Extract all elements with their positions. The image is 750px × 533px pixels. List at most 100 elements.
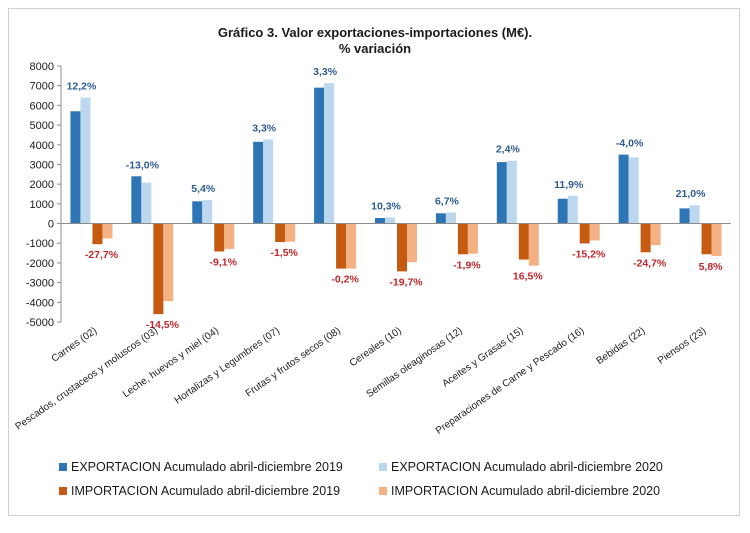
category-label: Bebidas (22) xyxy=(595,325,648,367)
export-variation-label: 3,3% xyxy=(252,122,277,134)
bar xyxy=(336,223,347,269)
export-variation-label: 2,4% xyxy=(496,144,521,156)
category-label: Leche, huevos y miel (04) xyxy=(121,325,221,400)
export-variation-label: 21,0% xyxy=(676,188,706,200)
bar xyxy=(701,223,712,255)
import-variation-label: -1,5% xyxy=(270,247,298,259)
bar xyxy=(397,223,407,272)
import-variation-label: -1,9% xyxy=(453,259,481,271)
bar xyxy=(324,83,335,224)
y-tick-label: 4000 xyxy=(30,140,54,152)
y-axis: 8000 7000 6000 5000 4000 3000 2000 1000 0 -1000 -2… xyxy=(26,61,62,329)
legend-swatch xyxy=(379,463,387,471)
bar xyxy=(711,223,722,257)
bar xyxy=(375,218,385,224)
bars xyxy=(70,83,722,315)
category-label: Hortalizas y Legumbres (07) xyxy=(173,325,282,406)
export-variation-label: 6,7% xyxy=(435,196,460,208)
bar xyxy=(153,223,164,315)
bar xyxy=(628,157,639,224)
bar xyxy=(618,154,629,224)
bar xyxy=(80,97,91,224)
bar xyxy=(314,87,325,224)
bar xyxy=(224,223,235,249)
legend-swatch xyxy=(379,487,387,495)
y-tick-label: 8000 xyxy=(30,61,54,73)
x-axis: Carnes (02)Pescados, crustaceos y molusc… xyxy=(14,223,731,437)
import-variation-label: -27,7% xyxy=(85,249,119,261)
legend-swatch xyxy=(59,487,67,495)
y-tick-label: -3000 xyxy=(26,278,54,290)
bar xyxy=(346,223,357,269)
y-tick-label: -1000 xyxy=(26,238,54,250)
bar xyxy=(192,201,203,224)
data-labels: 12,2% -27,7% -13,0% -14,5% 5,4% -9,1% 3,3% -1,5… xyxy=(67,66,724,331)
bar xyxy=(253,141,264,224)
export-variation-label: 10,3% xyxy=(371,200,401,212)
import-variation-label: -19,7% xyxy=(389,276,423,288)
legend-entry: EXPORTACION Acumulado abril-diciembre 20… xyxy=(71,460,343,474)
legend: EXPORTACION Acumulado abril-diciembre 20… xyxy=(59,460,663,498)
y-tick-label: 3000 xyxy=(30,159,54,171)
export-variation-label: 3,3% xyxy=(313,66,338,78)
legend-swatch xyxy=(59,463,67,471)
bar xyxy=(689,205,700,224)
import-variation-label: 16,5% xyxy=(513,271,543,283)
chart-frame: Gráfico 3. Valor exportaciones-importaci… xyxy=(8,8,740,516)
import-variation-label: -15,2% xyxy=(572,248,606,260)
y-tick-label: 7000 xyxy=(30,81,54,93)
bar xyxy=(163,223,174,302)
category-label: Semillas oleaginosas (12) xyxy=(365,325,465,400)
y-tick-label: 0 xyxy=(48,219,54,231)
export-variation-label: -13,0% xyxy=(126,159,160,171)
bar-chart: Gráfico 3. Valor exportaciones-importaci… xyxy=(14,25,731,498)
bar xyxy=(457,223,468,255)
bar xyxy=(202,200,213,224)
bar xyxy=(589,223,600,241)
bar xyxy=(445,212,456,224)
bar xyxy=(679,208,690,224)
bar xyxy=(557,198,568,224)
bar xyxy=(407,223,417,263)
import-variation-label: -9,1% xyxy=(210,257,238,269)
bar xyxy=(102,223,113,239)
y-tick-label: -5000 xyxy=(26,317,54,329)
export-variation-label: -4,0% xyxy=(616,138,644,150)
y-tick-label: -4000 xyxy=(26,297,54,309)
bar xyxy=(92,223,103,245)
y-tick-label: 5000 xyxy=(30,120,54,132)
import-variation-label: -0,2% xyxy=(331,274,359,286)
bar xyxy=(650,223,661,246)
bar xyxy=(506,160,517,224)
y-tick-label: 6000 xyxy=(30,100,54,112)
y-tick-label: -2000 xyxy=(26,258,54,270)
bar xyxy=(263,139,274,224)
bar xyxy=(435,213,446,224)
chart-title: Gráfico 3. Valor exportaciones-importaci… xyxy=(218,25,532,40)
bar xyxy=(214,223,225,252)
chart-subtitle: % variación xyxy=(339,41,411,56)
bar xyxy=(70,111,81,224)
import-variation-label: -24,7% xyxy=(633,257,667,269)
bar xyxy=(496,162,507,224)
category-label: Carnes (02) xyxy=(50,325,100,364)
bar xyxy=(141,182,152,224)
export-variation-label: 12,2% xyxy=(67,81,97,93)
legend-entry: IMPORTACION Acumulado abril-diciembre 20… xyxy=(71,484,340,498)
import-variation-label: 5,8% xyxy=(699,261,724,273)
bar xyxy=(567,195,578,224)
import-variation-label: -14,5% xyxy=(146,319,180,331)
bar xyxy=(467,223,478,254)
bar xyxy=(275,223,286,243)
category-label: Cereales (10) xyxy=(348,325,404,369)
bar xyxy=(640,223,651,253)
bar xyxy=(385,217,395,224)
bar xyxy=(579,223,590,244)
y-tick-label: 2000 xyxy=(30,179,54,191)
category-label: Piensos (23) xyxy=(656,325,708,366)
export-variation-label: 5,4% xyxy=(191,183,216,195)
bar xyxy=(131,176,142,224)
bar xyxy=(285,223,296,242)
export-variation-label: 11,9% xyxy=(554,179,584,191)
bar xyxy=(528,223,539,266)
